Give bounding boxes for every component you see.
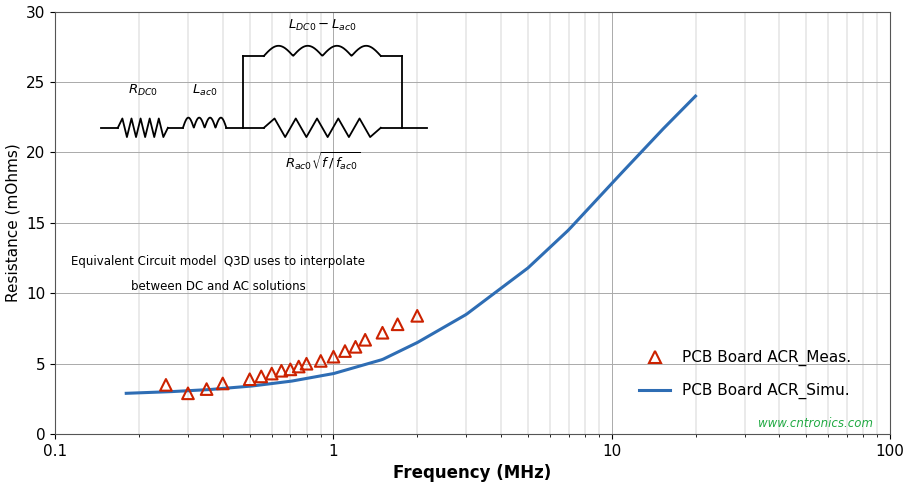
Point: [242, 375, 257, 383]
Text: www.cntronics.com: www.cntronics.com: [758, 417, 874, 430]
Point: [291, 363, 306, 370]
Point: [410, 312, 425, 320]
Point: [326, 353, 340, 361]
Point: [158, 381, 173, 389]
Point: [265, 370, 279, 378]
Point: [390, 321, 405, 328]
Text: Equivalent Circuit model  Q3D uses to interpolate: Equivalent Circuit model Q3D uses to int…: [71, 255, 365, 267]
Point: [338, 347, 352, 355]
Point: [216, 380, 230, 387]
Point: [313, 357, 328, 365]
Point: [349, 343, 363, 351]
Point: [199, 385, 214, 393]
Text: $R_{DC0}$: $R_{DC0}$: [127, 83, 158, 98]
Text: $L_{ac0}$: $L_{ac0}$: [192, 83, 217, 98]
Point: [254, 372, 268, 380]
Point: [181, 389, 196, 397]
Point: [375, 329, 389, 337]
Point: [299, 360, 314, 367]
Text: $R_{ac0}\sqrt{f\,/\,f_{ac0}}$: $R_{ac0}\sqrt{f\,/\,f_{ac0}}$: [285, 151, 360, 173]
Point: [274, 367, 288, 375]
Text: $L_{DC0} - L_{ac0}$: $L_{DC0} - L_{ac0}$: [288, 18, 357, 33]
Legend: PCB Board ACR_Meas., PCB Board ACR_Simu.: PCB Board ACR_Meas., PCB Board ACR_Simu.: [633, 344, 857, 406]
Text: between DC and AC solutions: between DC and AC solutions: [131, 280, 306, 293]
X-axis label: Frequency (MHz): Frequency (MHz): [393, 465, 551, 483]
Y-axis label: Resistance (mOhms): Resistance (mOhms): [5, 143, 21, 302]
Point: [283, 366, 298, 373]
Point: [358, 336, 372, 344]
